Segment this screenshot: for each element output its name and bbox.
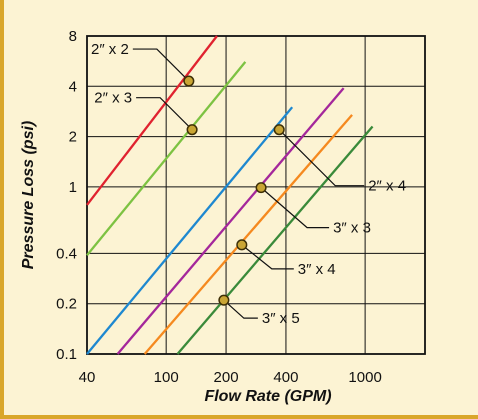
series-label: 3″ x 5: [262, 310, 300, 327]
x-tick-label: 40: [79, 369, 96, 386]
y-axis-title: Pressure Loss (psi): [20, 121, 37, 270]
series-line: [143, 114, 353, 355]
callouts: 2″ x 2 2″ x 3 2″ x 4 3″ x 3 3″ x 4 3″ x 5: [91, 41, 406, 327]
y-tick-label: 1: [69, 179, 77, 196]
series-marker: [183, 75, 195, 87]
callout-leader: [136, 97, 193, 131]
x-tick-label: 400: [273, 369, 298, 386]
series-line: [116, 87, 345, 355]
y-tick-label: 0.4: [56, 245, 77, 262]
x-tick-label: 100: [154, 369, 179, 386]
callout-leader: [241, 244, 294, 270]
series-marker: [186, 124, 198, 136]
callout-leader: [278, 129, 365, 187]
x-tick-label: 200: [214, 369, 239, 386]
tick-labels: 40 100 200 400 1000 8 4 2 1 0.4 0.2 0.1: [56, 28, 382, 386]
y-tick-label: 0.1: [56, 346, 77, 363]
x-axis-title: Flow Rate (GPM): [204, 388, 331, 405]
series-label: 3″ x 3: [333, 220, 371, 237]
series-label: 3″ x 4: [298, 261, 336, 278]
series-marker: [218, 294, 230, 306]
series-label: 2″ x 3: [94, 90, 132, 107]
callout-leader: [260, 187, 330, 229]
series-line: [86, 106, 294, 355]
series-label: 2″ x 4: [368, 178, 406, 195]
series-marker: [236, 239, 248, 251]
series-marker: [255, 182, 267, 194]
x-tick-label: 1000: [348, 369, 381, 386]
series-lines: [86, 35, 374, 355]
y-tick-label: 2: [69, 129, 77, 146]
series-line: [176, 125, 374, 355]
plot-area-border: [86, 35, 426, 355]
series-line: [86, 61, 247, 256]
y-tick-label: 0.2: [56, 296, 77, 313]
series-label: 2″ x 2: [91, 41, 129, 58]
y-tick-label: 8: [69, 28, 77, 45]
series-marker: [273, 124, 285, 136]
callout-leader: [223, 299, 258, 319]
markers: [183, 75, 285, 306]
callout-leader: [132, 48, 190, 82]
y-tick-label: 4: [69, 78, 77, 95]
series-line: [86, 35, 218, 206]
